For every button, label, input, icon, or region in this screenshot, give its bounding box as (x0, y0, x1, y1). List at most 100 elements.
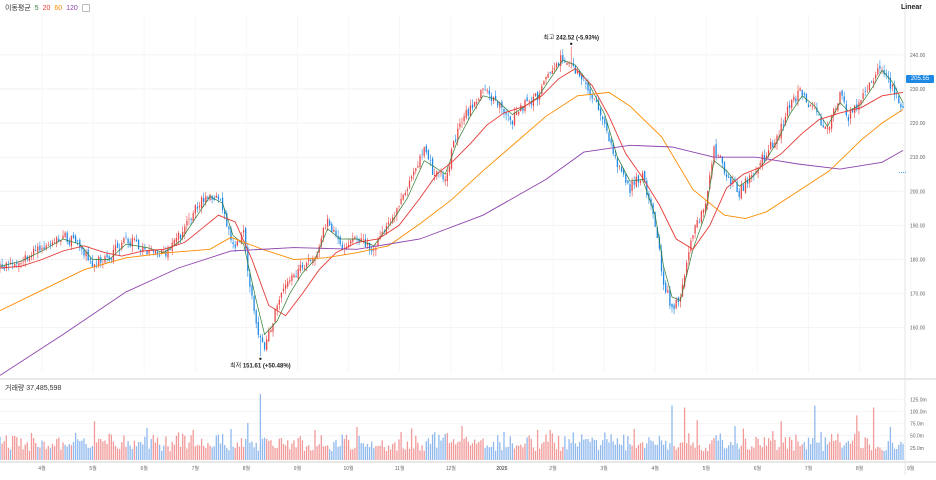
volume-bar (389, 449, 392, 460)
volume-bar (732, 445, 734, 460)
volume-bar (631, 445, 633, 460)
candle (232, 238, 234, 249)
volume-bar (123, 435, 125, 460)
volume-bar (547, 441, 549, 460)
candle (560, 50, 562, 72)
volume-bar (648, 437, 650, 460)
candle (446, 167, 448, 187)
volume-bar (431, 434, 434, 460)
candle (646, 178, 648, 198)
candle (526, 93, 528, 102)
candle (597, 97, 600, 111)
volume-bar (413, 448, 415, 460)
volume-bar (646, 443, 648, 460)
candle (114, 239, 117, 256)
volume-bar (108, 433, 110, 460)
volume-bar (751, 446, 753, 460)
legend-ma120[interactable]: 120 (66, 5, 78, 12)
candle (581, 73, 583, 85)
candle (45, 243, 47, 251)
volume-bar (658, 435, 661, 460)
volume-bar (200, 438, 203, 460)
volume-bar (11, 435, 14, 460)
volume-bar (583, 439, 585, 460)
candle (673, 303, 675, 315)
volume-bar (696, 420, 698, 460)
volume-bar (398, 439, 400, 460)
candle (301, 262, 304, 271)
moving-average-legend[interactable]: 이동평균 5 20 60 120 (5, 3, 92, 13)
candle (870, 80, 873, 83)
volume-bar (158, 444, 161, 460)
volume-bar (713, 438, 715, 460)
volume-bar (291, 443, 293, 460)
volume-bar (795, 434, 797, 460)
volume-bar (898, 444, 900, 460)
candle (135, 234, 138, 242)
candle (5, 261, 7, 272)
candle (723, 161, 726, 176)
time-tick-label: 2월 (549, 465, 557, 472)
time-tick-label: 9월 (294, 465, 302, 472)
volume-bar (774, 439, 776, 460)
volume-bar (9, 449, 12, 460)
volume-bar (778, 447, 780, 460)
candle (299, 260, 301, 274)
candle (47, 241, 49, 247)
candle (478, 97, 480, 103)
volume-bar (37, 446, 39, 460)
candle (543, 80, 545, 85)
volume-bar (690, 445, 692, 460)
volume-bar (864, 437, 866, 460)
volume-bar (799, 446, 801, 460)
volume-bar (263, 437, 266, 460)
candle (599, 106, 602, 121)
scale-mode-toggle[interactable]: Linear (900, 4, 922, 11)
price-tick-label: 160.00 (910, 326, 926, 332)
candle (486, 88, 488, 94)
candle (610, 137, 612, 147)
volume-bar (234, 448, 236, 460)
candle (427, 148, 430, 161)
candle (877, 63, 879, 76)
volume-bar (667, 449, 669, 460)
candle (471, 99, 474, 111)
volume-bar (272, 445, 274, 460)
volume-bar (129, 445, 131, 460)
volume-bar (150, 439, 152, 460)
volume-bar (280, 438, 283, 460)
volume-bar (442, 437, 444, 460)
volume-bar (326, 445, 329, 460)
candle (64, 231, 66, 239)
volume-bar (114, 446, 117, 460)
volume-bar (98, 438, 100, 460)
legend-ma20[interactable]: 20 (42, 5, 51, 12)
legend-ma60[interactable]: 60 (54, 5, 63, 12)
volume-bar (700, 449, 703, 460)
candle (591, 93, 593, 104)
volume-bar (379, 445, 381, 460)
candle (324, 224, 327, 230)
volume-bar (331, 451, 333, 460)
candle (746, 176, 749, 189)
volume-bar (62, 442, 64, 460)
volume-bar (589, 441, 591, 460)
volume-bar (74, 432, 77, 460)
volume-bar (719, 433, 721, 460)
volume-bar (266, 439, 268, 460)
volume-bar (104, 440, 106, 460)
legend-ma5[interactable]: 5 (34, 5, 39, 12)
volume-bar (467, 441, 469, 460)
volume-bar (24, 444, 26, 460)
volume-bar (581, 434, 583, 460)
volume-bar (410, 428, 413, 460)
price-tick-label: 190.00 (910, 223, 926, 229)
candle (91, 255, 94, 268)
candle (284, 279, 287, 294)
candle (858, 99, 860, 115)
volume-bar (896, 449, 898, 460)
candle (795, 95, 797, 105)
legend-settings-icon[interactable] (81, 4, 90, 13)
